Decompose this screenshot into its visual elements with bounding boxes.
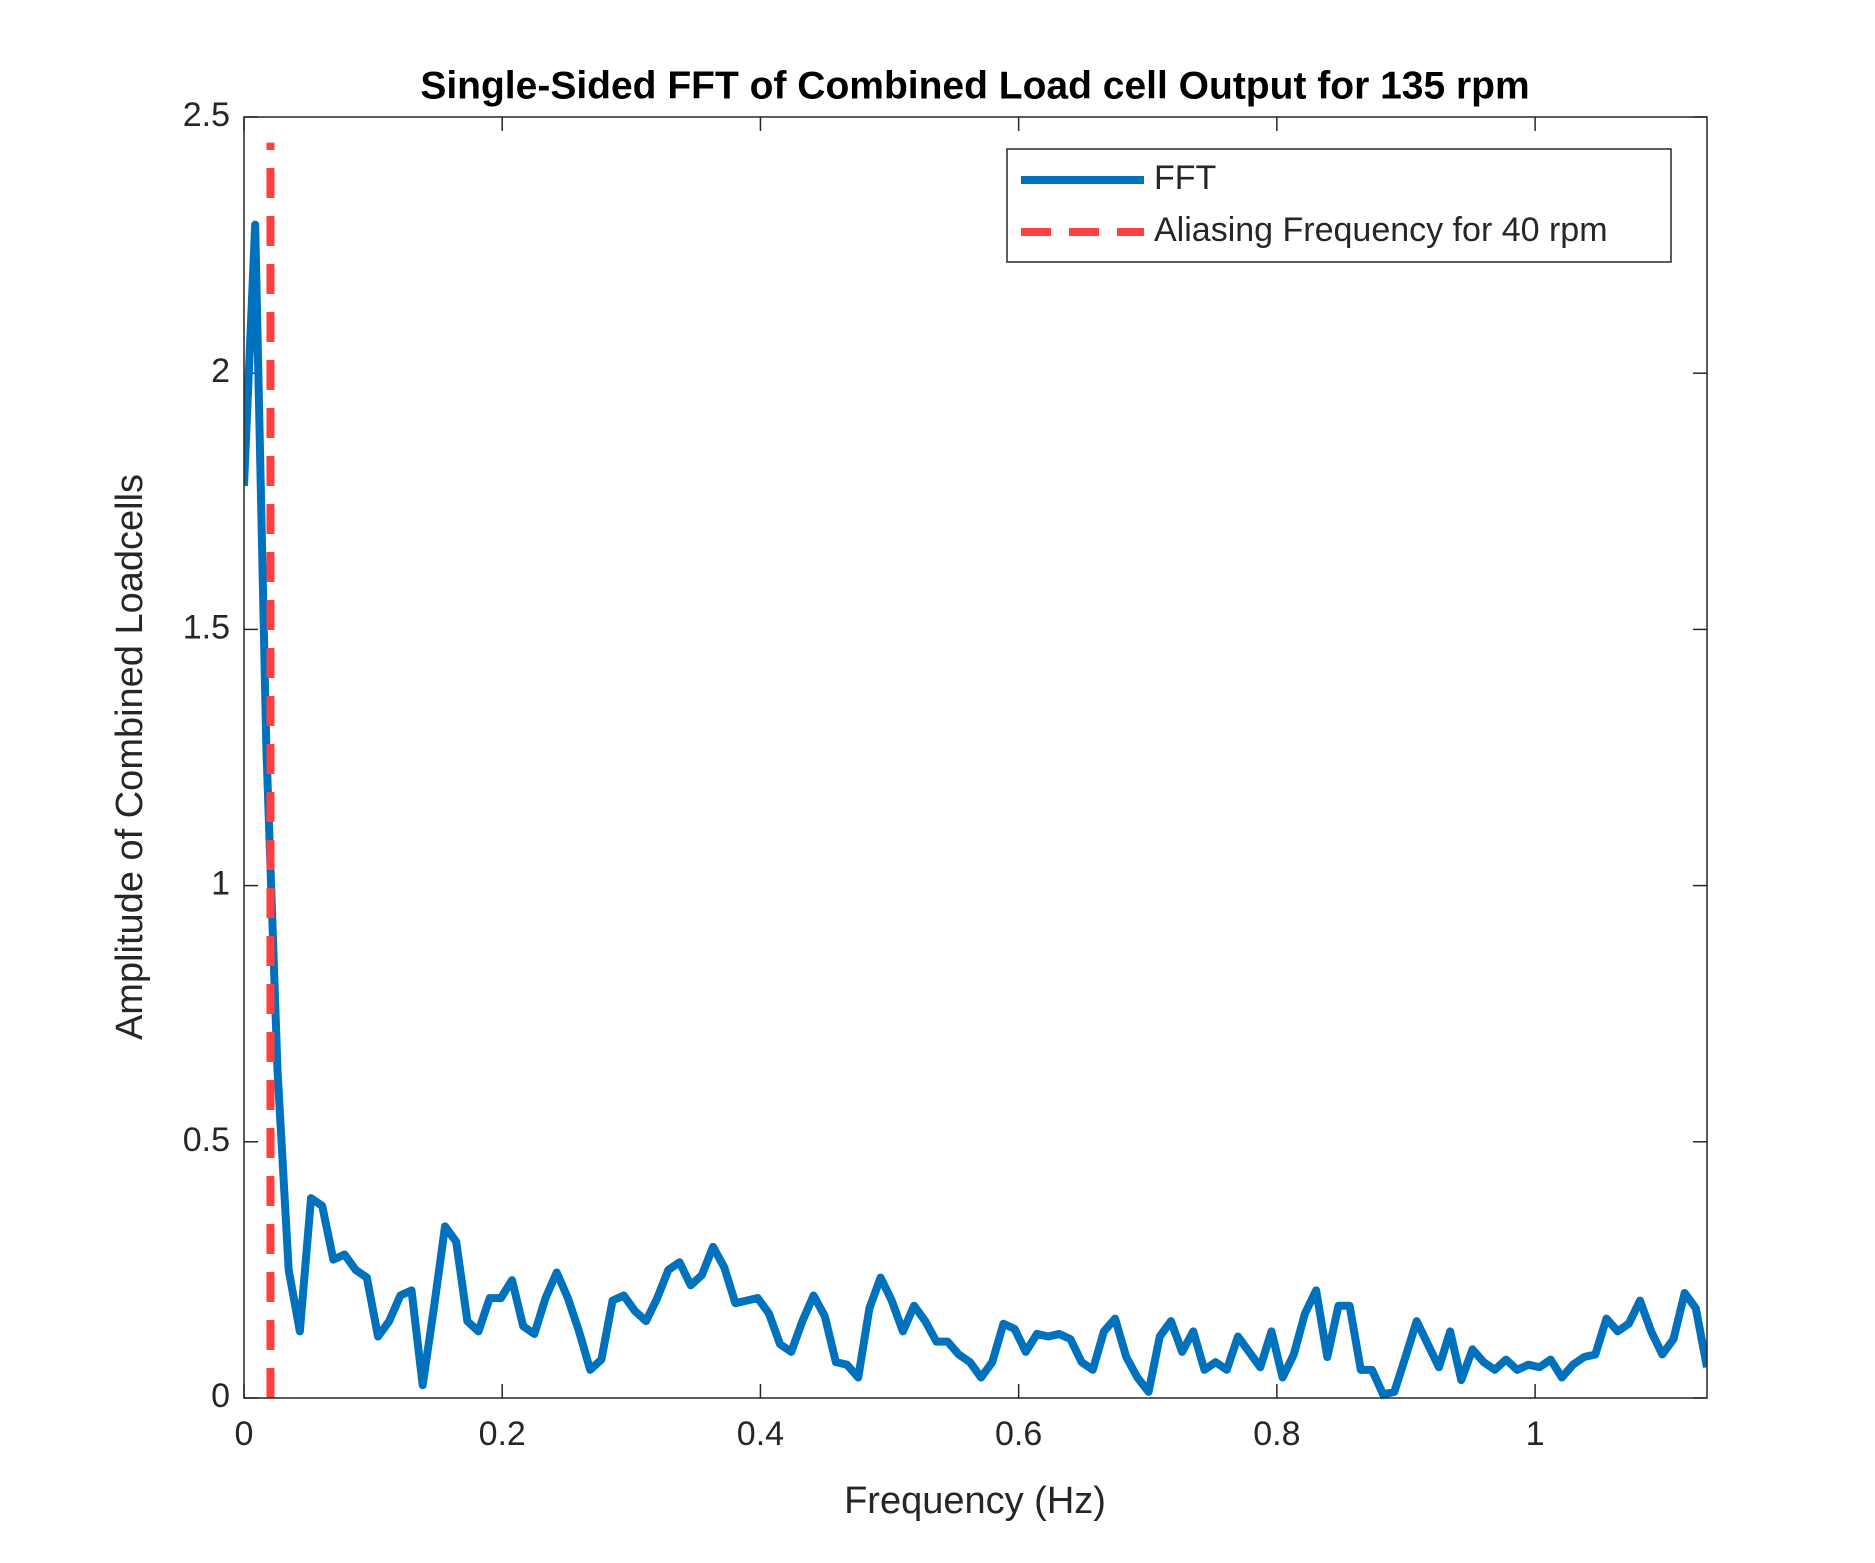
y-tick-label: 2.5 <box>183 96 230 134</box>
x-tick-label: 0.8 <box>1253 1415 1300 1453</box>
y-tick-label: 0 <box>211 1377 230 1415</box>
legend-label: FFT <box>1154 159 1216 197</box>
x-tick-label: 1 <box>1526 1415 1545 1453</box>
x-tick-label: 0.4 <box>737 1415 784 1453</box>
y-tick-label: 0.5 <box>183 1121 230 1159</box>
x-tick-label: 0 <box>235 1415 254 1453</box>
y-tick-label: 1 <box>211 865 230 903</box>
plot-frame <box>243 116 1708 1399</box>
legend-label: Aliasing Frequency for 40 rpm <box>1154 211 1608 249</box>
y-axis-label: Amplitude of Combined Loadcells <box>109 474 151 1040</box>
series-line <box>244 220 1707 1398</box>
chart-title: Single-Sided FFT of Combined Load cell O… <box>420 64 1529 107</box>
x-axis-label: Frequency (Hz) <box>844 1480 1106 1522</box>
x-tick-label: 0.6 <box>995 1415 1042 1453</box>
x-tick-label: 0.2 <box>479 1415 526 1453</box>
y-tick-label: 2 <box>211 352 230 390</box>
legend-box <box>1006 148 1672 263</box>
y-tick-label: 1.5 <box>183 608 230 646</box>
